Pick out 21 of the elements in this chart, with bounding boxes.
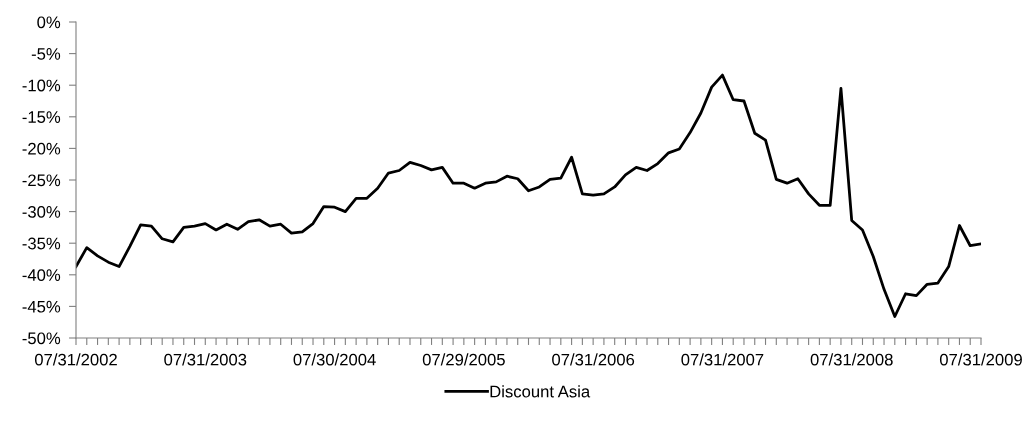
x-tick-label: 07/31/2003 [164,353,247,366]
x-tick-label: 07/29/2005 [422,353,505,366]
y-tick-label: -10% [22,79,61,92]
y-tick-label: -45% [22,300,61,313]
line-series [76,73,981,318]
legend-label: Discount Asia [490,385,591,398]
y-tick-label: -35% [22,237,61,250]
y-tick-label: -25% [22,174,61,187]
y-tick-label: -50% [22,332,61,345]
y-tick-label: -5% [31,48,61,60]
y-tick-label: -30% [22,206,61,218]
y-tick-label: -20% [22,142,61,155]
x-tick-label: 07/31/2007 [681,353,764,366]
y-tick-label: -15% [22,111,61,123]
x-tick-label: 07/30/2004 [293,353,376,366]
x-tick-label: 07/31/2006 [552,353,635,366]
y-tick-label: 0% [37,16,61,29]
x-tick-label: 07/31/2009 [939,353,1022,366]
x-tick-label: 07/31/2002 [34,353,117,366]
y-tick-label: -40% [22,269,61,281]
x-tick-label: 07/31/2008 [810,353,893,366]
